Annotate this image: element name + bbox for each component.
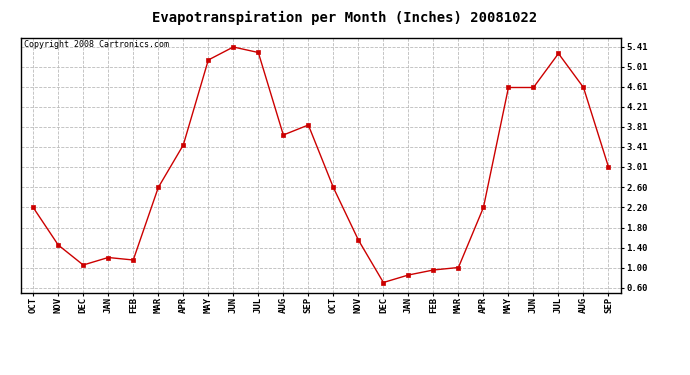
Text: Copyright 2008 Cartronics.com: Copyright 2008 Cartronics.com: [23, 40, 168, 49]
Text: Evapotranspiration per Month (Inches) 20081022: Evapotranspiration per Month (Inches) 20…: [152, 11, 538, 26]
